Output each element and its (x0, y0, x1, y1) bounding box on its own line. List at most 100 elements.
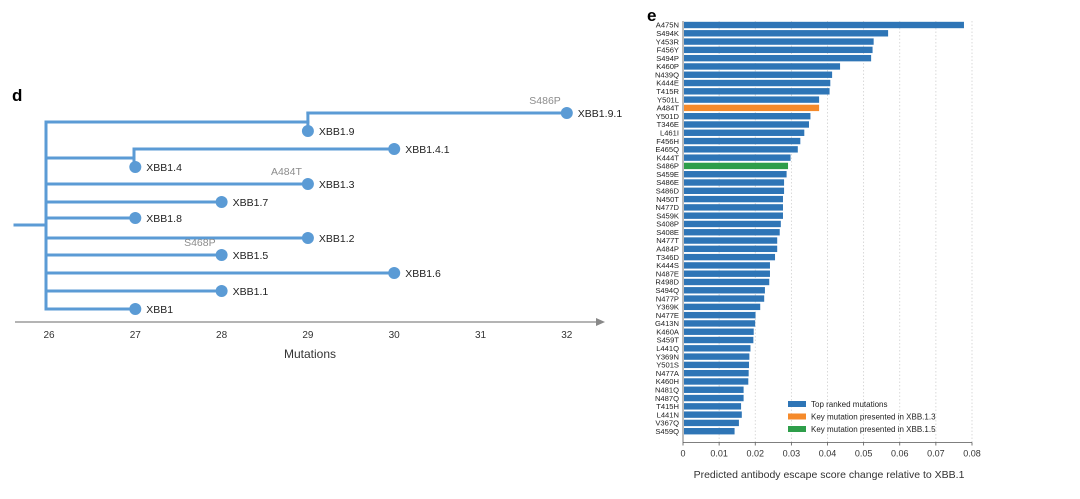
bar-x-tick-label: 0.05 (855, 449, 873, 459)
bar-label-s494q: S494Q (655, 286, 679, 295)
bar-x-tick-label: 0.02 (746, 449, 764, 459)
bar-label-g413n: G413N (655, 319, 679, 328)
bar-label-k444e: K444E (656, 79, 679, 88)
bar-n477a (684, 369, 749, 377)
bar-s408e (684, 229, 780, 236)
tree-tick-label: 29 (302, 330, 314, 341)
bar-t346e (684, 121, 809, 128)
legend-swatch-1 (788, 413, 806, 420)
node-label-xbb1-2: XBB1.2 (319, 233, 355, 245)
bar-label-n477a: N477A (656, 369, 680, 378)
bar-label-k444t: K444T (657, 153, 680, 162)
bar-label-s408p: S408P (656, 220, 679, 229)
bar-l441n (684, 411, 742, 418)
bar-label-t346d: T346D (656, 253, 679, 262)
bar-a484t (684, 104, 820, 112)
bar-k444s (684, 262, 770, 269)
bar-x-tick-label: 0.07 (927, 449, 945, 459)
bar-r498d (684, 278, 770, 286)
bar-n477p (684, 295, 765, 302)
bar-label-y501l: Y501L (657, 95, 679, 104)
bar-label-r498d: R498D (655, 278, 679, 287)
bar-l461i (684, 129, 805, 136)
bar-s486e (684, 179, 785, 186)
node-label-xbb1-8: XBB1.8 (146, 213, 182, 225)
bar-label-n439q: N439Q (655, 70, 679, 79)
panel-e-letter: e (647, 6, 656, 25)
mutation-label-xbb1-5: S468P (184, 237, 216, 249)
bar-x-axis-title: Predicted antibody escape score change r… (694, 469, 965, 481)
tree-tick-label: 27 (130, 330, 142, 341)
bar-k460p (684, 63, 841, 70)
node-xbb1-9 (301, 125, 314, 137)
legend-label-0: Top ranked mutations (811, 400, 888, 409)
bar-f456h (684, 137, 801, 145)
bar-label-n487q: N487Q (655, 394, 679, 403)
bar-label-n487e: N487E (656, 269, 679, 278)
bar-n477d (684, 204, 783, 211)
node-label-xbb1-7: XBB1.7 (233, 197, 269, 209)
bar-s494k (684, 30, 889, 37)
bar-k460a (684, 328, 754, 335)
bar-label-y369k: Y369K (656, 303, 679, 312)
bar-label-s459q: S459Q (655, 427, 679, 436)
bar-label-l461i: L461I (660, 128, 679, 137)
bar-x-tick-label: 0.04 (819, 449, 837, 459)
bar-label-y501s: Y501S (656, 361, 679, 370)
node-label-xbb1-9-1: XBB1.9.1 (578, 108, 623, 120)
node-xbb1-4-1 (388, 143, 401, 155)
panel-e-bar-chart: e A475NS494KY453RF456YS494PK460PN439QK44… (647, 6, 981, 481)
legend-label-2: Key mutation presented in XBB.1.5 (811, 425, 936, 434)
bar-y369n (684, 353, 750, 360)
mutation-label-xbb1-9-1: S486P (529, 95, 561, 107)
bar-y501s (684, 361, 750, 369)
bar-x-tick-label: 0.01 (710, 449, 728, 459)
bar-label-l441q: L441Q (656, 344, 679, 353)
bar-s459k (684, 212, 783, 219)
bar-label-k460p: K460P (656, 62, 679, 71)
bar-label-n477d: N477D (655, 203, 679, 212)
bar-label-v367q: V367Q (655, 419, 679, 428)
bar-x-tick-label: 0.08 (963, 449, 981, 459)
node-xbb1-8 (129, 212, 142, 224)
bar-label-n477p: N477P (656, 294, 679, 303)
bar-label-s494k: S494K (656, 29, 679, 38)
bar-label-t415r: T415R (656, 87, 679, 96)
bar-s486d (684, 187, 785, 194)
bar-label-s459t: S459T (657, 336, 680, 345)
legend-label-1: Key mutation presented in XBB.1.3 (811, 413, 936, 422)
node-label-xbb1: XBB1 (146, 304, 173, 316)
bar-label-e465q: E465Q (655, 145, 679, 154)
node-label-xbb1-6: XBB1.6 (405, 268, 441, 280)
bar-l441q (684, 345, 751, 352)
node-xbb1-7 (215, 196, 228, 208)
tree-tick-label: 31 (475, 330, 487, 341)
bar-x-tick-label: 0.03 (783, 449, 801, 459)
node-xbb1-3 (301, 178, 314, 190)
tree-x-axis-title: Mutations (284, 347, 336, 361)
node-label-xbb1-3: XBB1.3 (319, 179, 355, 191)
bar-n450t (684, 195, 783, 203)
tree-tick-label: 30 (389, 330, 401, 341)
bar-label-s486d: S486D (656, 187, 680, 196)
bar-g413n (684, 320, 756, 327)
tree-x-axis: 26 27 28 29 30 31 32 (15, 318, 605, 341)
bar-label-k460a: K460A (656, 327, 680, 336)
bar-label-l441n: L441N (657, 410, 679, 419)
bar-label-y369n: Y369N (656, 352, 679, 361)
bar-n487q (684, 394, 744, 402)
bar-k460h (684, 378, 749, 385)
node-xbb1-4 (129, 161, 142, 173)
legend-swatch-0 (788, 401, 806, 407)
bar-category-labels: A475NS494KY453RF456YS494PK460PN439QK444E… (655, 21, 680, 436)
bar-label-y453r: Y453R (656, 37, 680, 46)
bar-label-n481q: N481Q (655, 385, 679, 394)
bar-label-s486p: S486P (656, 162, 679, 171)
node-xbb1-6 (388, 267, 401, 279)
bar-e465q (684, 146, 798, 153)
bar-v367q (684, 419, 739, 427)
bar-y501l (684, 96, 820, 103)
bar-label-s494p: S494P (656, 54, 679, 63)
node-xbb1-1 (215, 285, 228, 297)
